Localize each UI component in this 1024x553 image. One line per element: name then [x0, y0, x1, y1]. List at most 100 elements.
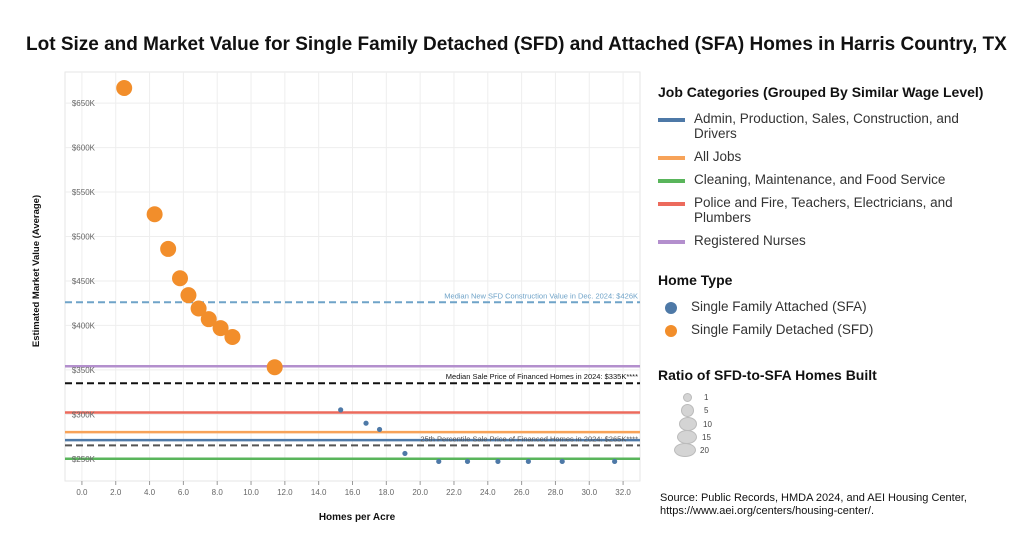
x-tick-label: 16.0 — [345, 488, 361, 497]
x-tick-label: 22.0 — [446, 488, 462, 497]
sfa-point[interactable] — [402, 450, 408, 457]
size-circle-icon — [683, 393, 692, 402]
legend-item-all-jobs[interactable]: All Jobs — [658, 149, 988, 164]
sfd-point[interactable] — [180, 287, 197, 304]
sfa-point[interactable] — [495, 458, 501, 465]
legend-label: Single Family Attached (SFA) — [691, 299, 867, 314]
axis-ticks: 0.0 2.0 4.0 6.0 8.0 10.0 12.0 14.0 16.0 18.0 20.0 2… — [72, 99, 632, 497]
legend-item-nurses[interactable]: Registered Nurses — [658, 233, 988, 248]
legend-label: Police and Fire, Teachers, Electricians,… — [694, 195, 953, 225]
size-legend-item: 20 — [671, 443, 709, 457]
x-tick-label: 8.0 — [212, 488, 224, 497]
sfd-point[interactable] — [160, 240, 177, 257]
scatter-plot: Median New SFD Construction Value in Dec… — [31, 71, 641, 523]
y-tick-label: $250K — [72, 455, 96, 464]
legend-label: Single Family Detached (SFD) — [691, 322, 874, 337]
sfd-point[interactable] — [172, 270, 188, 287]
x-tick-label: 28.0 — [548, 488, 564, 497]
source-link[interactable]: https://www.aei.org/centers/housing-cent… — [660, 505, 874, 517]
legend-label: Registered Nurses — [694, 233, 806, 248]
legend-item-sfa[interactable]: Single Family Attached (SFA) — [658, 299, 988, 314]
data-points — [116, 80, 618, 465]
size-label: 5 — [704, 406, 709, 415]
home-legend-heading: Home Type — [658, 272, 733, 288]
legend-item-admin[interactable]: Admin, Production, Sales, Construction, … — [658, 111, 988, 141]
sfa-point[interactable] — [436, 458, 442, 465]
ratio-legend-heading: Ratio of SFD-to-SFA Homes Built — [658, 367, 877, 383]
sfa-point[interactable] — [464, 458, 471, 465]
x-tick-label: 30.0 — [581, 488, 597, 497]
size-label: 20 — [700, 445, 709, 455]
sfd-point[interactable] — [116, 80, 133, 97]
reference-line-label: Median Sale Price of Financed Homes in 2… — [446, 372, 638, 381]
size-circle-icon — [674, 443, 696, 457]
x-tick-label: 0.0 — [76, 488, 88, 497]
reference-line-label: 25th Percentile Sale Price of Financed H… — [420, 434, 638, 443]
y-tick-label: $450K — [72, 277, 96, 286]
y-axis-label: Estimated Market Value (Average) — [31, 195, 42, 347]
job-categories-legend: Job Categories (Grouped By Similar Wage … — [658, 84, 988, 248]
reference-lines: Median New SFD Construction Value in Dec… — [65, 291, 640, 461]
x-tick-label: 4.0 — [144, 488, 156, 497]
y-tick-label: $600K — [72, 144, 96, 153]
sfd-dot-icon — [665, 325, 677, 337]
legend-label: Admin, Production, Sales, Construction, … — [694, 111, 959, 141]
legend-label: All Jobs — [694, 149, 742, 164]
size-label: 10 — [703, 419, 712, 429]
size-label: 1 — [704, 393, 709, 402]
legend-item-sfd[interactable]: Single Family Detached (SFD) — [658, 322, 988, 337]
x-axis-label: Homes per Acre — [319, 512, 396, 523]
x-tick-label: 20.0 — [412, 488, 428, 497]
size-legend-item: 1 — [677, 393, 708, 402]
y-tick-label: $550K — [72, 188, 96, 197]
sfa-dot-icon — [665, 302, 677, 314]
y-tick-label: $400K — [72, 321, 96, 330]
sfd-point[interactable] — [200, 311, 217, 328]
legend-label: Cleaning, Maintenance, and Food Service — [694, 172, 946, 187]
size-legend-item: 15 — [673, 430, 711, 444]
legend-swatch — [658, 179, 685, 183]
x-tick-label: 18.0 — [379, 488, 395, 497]
sfa-point[interactable] — [559, 458, 565, 465]
sfd-point[interactable] — [146, 206, 163, 223]
grid-lines — [64, 71, 641, 482]
legend-swatch — [658, 240, 685, 244]
legend-item-cleaning[interactable]: Cleaning, Maintenance, and Food Service — [658, 172, 988, 187]
size-legend-item: 10 — [674, 417, 712, 431]
legend-item-police[interactable]: Police and Fire, Teachers, Electricians,… — [658, 195, 988, 225]
sfa-point[interactable] — [338, 407, 344, 413]
x-tick-label: 14.0 — [311, 488, 327, 497]
x-tick-label: 6.0 — [178, 488, 190, 497]
legend-swatch — [658, 202, 685, 206]
ratio-legend: Ratio of SFD-to-SFA Homes Built — [658, 367, 988, 383]
legend-swatch — [658, 156, 685, 160]
y-tick-label: $300K — [72, 410, 96, 419]
size-circle-icon — [681, 404, 694, 417]
x-tick-label: 32.0 — [615, 488, 631, 497]
sfa-point[interactable] — [612, 458, 618, 465]
legend-swatch — [658, 118, 685, 122]
y-tick-label: $350K — [72, 366, 96, 375]
x-tick-label: 26.0 — [514, 488, 530, 497]
reference-line-label: Median New SFD Construction Value in Dec… — [444, 291, 638, 300]
sfd-point[interactable] — [190, 300, 207, 317]
size-label: 15 — [702, 432, 711, 442]
sfd-point[interactable] — [266, 359, 283, 376]
job-legend-heading: Job Categories (Grouped By Similar Wage … — [658, 84, 984, 100]
x-tick-label: 10.0 — [243, 488, 259, 497]
sfa-point[interactable] — [376, 426, 383, 433]
sfd-point[interactable] — [212, 320, 229, 337]
home-type-legend: Home Type Single Family Attached (SFA) S… — [658, 272, 988, 337]
sfa-point[interactable] — [525, 458, 531, 465]
size-legend-item: 5 — [677, 404, 708, 417]
source-line: Source: Public Records, HMDA 2024, and A… — [660, 492, 967, 504]
y-tick-label: $650K — [72, 99, 96, 108]
x-tick-label: 12.0 — [277, 488, 293, 497]
source-note: Source: Public Records, HMDA 2024, and A… — [660, 492, 967, 518]
size-circle-icon — [677, 430, 697, 444]
sfd-point[interactable] — [224, 328, 241, 345]
sfa-point[interactable] — [363, 420, 369, 426]
y-tick-label: $500K — [72, 232, 96, 241]
chart-title: Lot Size and Market Value for Single Fam… — [26, 34, 1007, 55]
x-tick-label: 2.0 — [110, 488, 122, 497]
